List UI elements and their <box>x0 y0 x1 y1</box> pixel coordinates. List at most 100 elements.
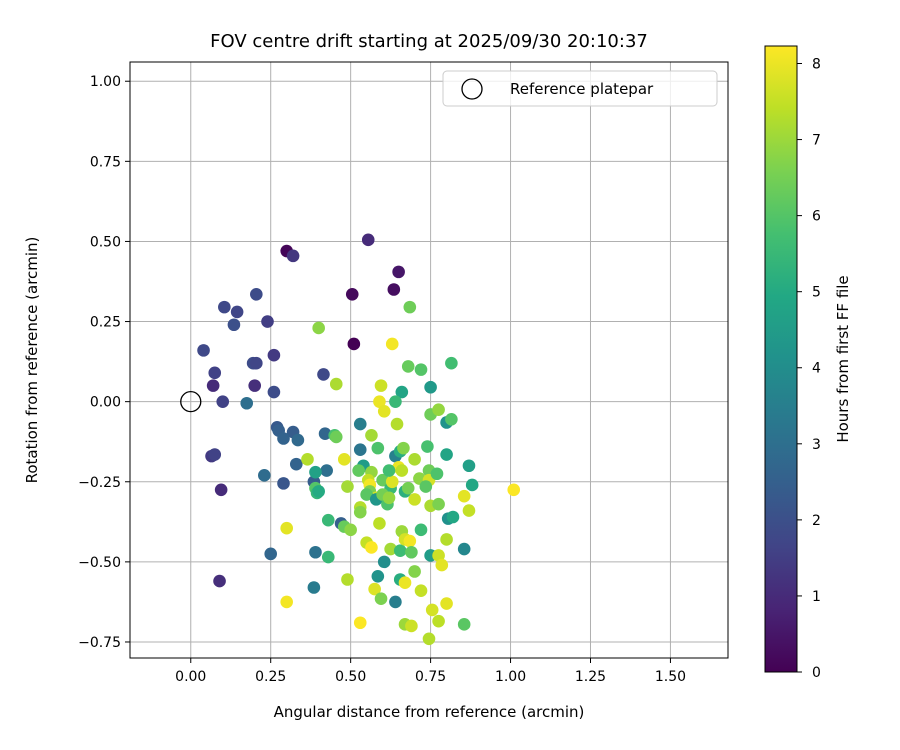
x-axis-label: Angular distance from reference (arcmin) <box>274 703 585 721</box>
data-point <box>403 534 417 548</box>
data-point <box>214 483 228 497</box>
data-point <box>318 427 332 440</box>
grid <box>130 62 728 658</box>
data-point <box>320 464 333 477</box>
y-tick-label: −0.25 <box>78 475 121 491</box>
data-point <box>440 533 453 546</box>
data-point <box>208 448 222 461</box>
data-point <box>353 616 367 630</box>
data-point <box>377 404 391 418</box>
data-point <box>197 344 210 357</box>
x-tick-label: 0.25 <box>255 669 286 685</box>
legend-reference-marker <box>461 78 483 100</box>
data-point <box>384 542 397 556</box>
data-point <box>430 467 444 481</box>
data-point <box>382 464 396 477</box>
data-point <box>385 475 399 489</box>
data-point <box>457 618 471 631</box>
data-points <box>197 233 521 646</box>
data-point <box>248 379 262 392</box>
legend-label: Reference platepar <box>510 80 654 98</box>
reference-marker <box>180 391 202 413</box>
data-point <box>397 441 410 455</box>
data-point <box>371 441 385 455</box>
data-point <box>462 459 476 473</box>
data-point <box>289 457 303 471</box>
data-point <box>408 493 421 506</box>
data-point <box>408 565 421 578</box>
data-point <box>457 489 471 503</box>
data-point <box>280 595 293 609</box>
data-point <box>392 265 405 279</box>
data-point <box>424 380 437 394</box>
data-point <box>432 403 445 416</box>
data-point <box>373 395 386 408</box>
data-point <box>435 558 449 572</box>
data-point <box>317 368 330 381</box>
data-point <box>403 300 417 314</box>
x-tick-label: 1.25 <box>575 669 606 685</box>
data-point <box>353 505 367 519</box>
y-tick-label: 1.00 <box>90 74 121 90</box>
data-point <box>374 379 388 392</box>
data-point <box>365 429 378 442</box>
data-point <box>432 497 445 511</box>
data-point <box>312 485 325 498</box>
data-point <box>440 448 453 461</box>
colorbar <box>764 45 798 673</box>
data-point <box>376 473 389 487</box>
data-point <box>382 491 396 505</box>
data-point <box>291 433 305 447</box>
data-point <box>312 321 325 335</box>
data-point <box>213 574 226 588</box>
data-point <box>422 632 436 646</box>
data-point <box>329 430 343 444</box>
data-point <box>446 510 460 524</box>
data-point <box>361 233 375 247</box>
data-point <box>405 545 418 559</box>
y-tick-label: −0.50 <box>78 555 121 571</box>
data-point <box>421 440 434 453</box>
data-point <box>280 521 293 535</box>
data-point <box>344 523 357 537</box>
data-point <box>390 417 404 431</box>
x-tick-label: 1.00 <box>495 669 526 685</box>
data-point <box>507 483 521 497</box>
data-point <box>401 481 415 495</box>
data-point <box>414 363 428 376</box>
colorbar-tick-label: 2 <box>812 513 821 529</box>
data-point <box>267 385 281 399</box>
colorbar-tick-label: 6 <box>812 209 821 225</box>
data-point <box>286 249 300 263</box>
colorbar-tick-label: 8 <box>812 56 821 72</box>
data-point <box>206 379 220 392</box>
data-point <box>218 300 231 314</box>
colorbar-tick-label: 3 <box>812 437 821 453</box>
data-point <box>387 283 401 296</box>
data-point <box>389 595 402 609</box>
data-point <box>352 464 365 477</box>
data-point <box>414 523 428 537</box>
data-point <box>425 603 439 617</box>
data-point <box>353 443 367 457</box>
plot-frame <box>129 61 729 659</box>
data-point <box>408 453 421 466</box>
data-point <box>398 576 412 589</box>
data-point <box>230 305 244 319</box>
x-tick-label: 1.50 <box>655 669 686 685</box>
data-point <box>360 488 373 501</box>
data-point <box>462 504 476 517</box>
data-point <box>419 480 433 493</box>
data-point <box>432 549 445 562</box>
data-point <box>227 318 241 332</box>
data-point <box>353 417 367 431</box>
colorbar-tick-label: 5 <box>812 285 821 301</box>
colorbar-label: Hours from first FF file <box>834 275 852 442</box>
data-point <box>250 356 263 370</box>
legend: Reference platepar <box>442 70 718 107</box>
data-point <box>345 288 359 301</box>
data-point <box>385 337 399 351</box>
data-point <box>445 412 458 426</box>
data-point <box>329 377 343 391</box>
